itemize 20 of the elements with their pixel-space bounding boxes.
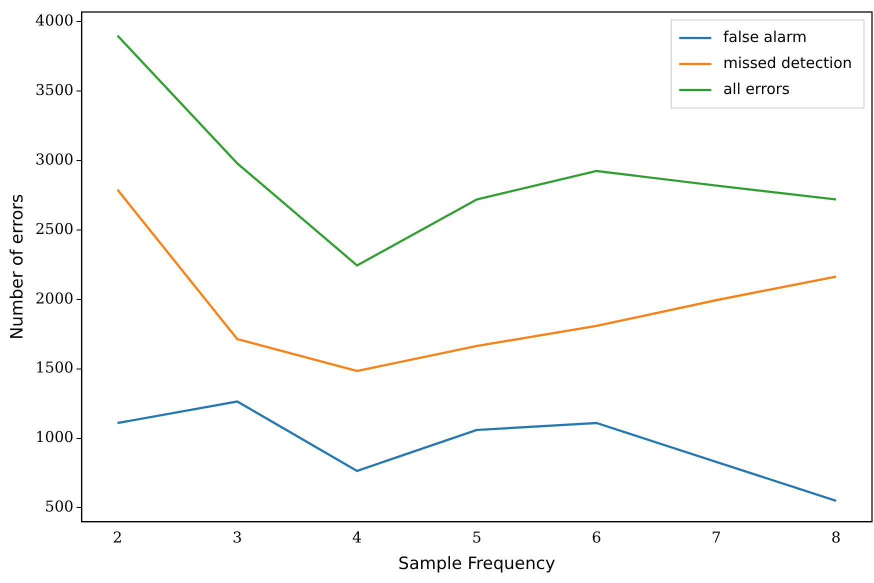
x-axis-title: Sample Frequency bbox=[398, 554, 556, 574]
y-tick-label: 2500 bbox=[35, 220, 74, 238]
legend-label: missed detection bbox=[723, 54, 852, 72]
y-tick-label: 4000 bbox=[35, 12, 74, 30]
x-tick-label: 5 bbox=[472, 528, 482, 546]
y-tick-label: 1500 bbox=[35, 358, 74, 377]
x-tick-label: 7 bbox=[712, 528, 722, 546]
x-tick-label: 3 bbox=[232, 528, 242, 546]
y-tick-label: 3000 bbox=[35, 150, 74, 168]
x-tick-label: 8 bbox=[831, 528, 841, 546]
y-tick-label: 500 bbox=[44, 498, 74, 516]
y-tick-label: 2000 bbox=[35, 289, 74, 308]
y-axis-title: Number of errors bbox=[8, 194, 28, 340]
x-tick-label: 2 bbox=[112, 528, 122, 546]
y-tick-label: 1000 bbox=[35, 428, 74, 446]
legend-label: all errors bbox=[723, 80, 790, 98]
x-tick-label: 6 bbox=[592, 528, 602, 546]
x-tick-label: 4 bbox=[352, 528, 362, 546]
legend-label: false alarm bbox=[723, 28, 807, 46]
y-tick-label: 3500 bbox=[35, 81, 74, 100]
